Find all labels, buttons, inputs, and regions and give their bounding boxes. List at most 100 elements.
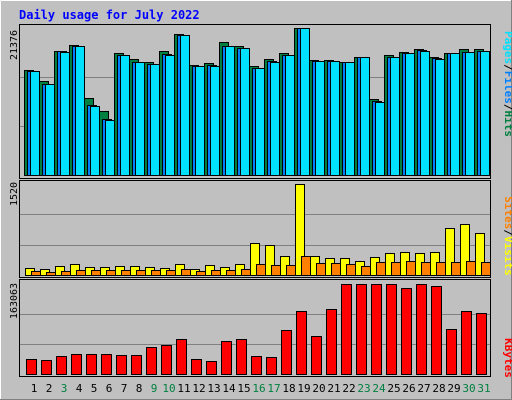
day-label-22: 22 <box>342 382 355 395</box>
hits-bar-pages-day-29 <box>450 53 460 176</box>
kbytes-bar-kbytes-day-24 <box>371 284 382 375</box>
kbytes-bar-kbytes-day-17 <box>266 357 277 375</box>
day-label-4: 4 <box>76 382 83 395</box>
kbytes-bar-kbytes-day-11 <box>176 339 187 375</box>
kbytes-bar-kbytes-day-25 <box>386 284 397 375</box>
visits-bar-sites-day-16 <box>256 264 266 276</box>
kbytes-bar-kbytes-day-21 <box>326 309 337 375</box>
kbytes-bar-kbytes-day-19 <box>296 311 307 375</box>
hits-bar-pages-day-3 <box>60 52 70 176</box>
kbytes-bar-kbytes-day-6 <box>101 354 112 375</box>
legend-kbytes: KBytes <box>502 338 512 378</box>
visits-bar-sites-day-1 <box>31 271 41 276</box>
visits-bar-sites-day-5 <box>91 270 101 276</box>
hits-bar-pages-day-11 <box>180 35 190 176</box>
day-label-8: 8 <box>136 382 143 395</box>
kbytes-bar-kbytes-day-7 <box>116 355 127 375</box>
kbytes-bar-kbytes-day-2 <box>41 360 52 375</box>
visits-bar-sites-day-28 <box>436 262 446 276</box>
visits-bar-sites-day-4 <box>76 270 86 276</box>
kbytes-bar-kbytes-day-18 <box>281 330 292 375</box>
hits-bar-pages-day-27 <box>420 51 430 176</box>
visits-bar-visits-day-17 <box>265 245 275 276</box>
day-label-20: 20 <box>312 382 325 395</box>
visits-bar-sites-day-6 <box>106 270 116 276</box>
day-label-9: 9 <box>151 382 158 395</box>
day-label-10: 10 <box>162 382 175 395</box>
legend-pages: Pages <box>502 31 512 64</box>
day-label-18: 18 <box>282 382 295 395</box>
day-label-1: 1 <box>31 382 38 395</box>
legend-sep: / <box>502 64 512 71</box>
hits-bar-pages-day-4 <box>75 46 85 176</box>
chart-title: Daily usage for July 2022 <box>19 8 200 22</box>
visits-bar-sites-day-7 <box>121 270 131 276</box>
day-label-5: 5 <box>91 382 98 395</box>
visits-bar-sites-day-29 <box>451 262 461 276</box>
visits-bar-sites-day-25 <box>391 262 401 276</box>
day-label-6: 6 <box>106 382 113 395</box>
day-label-2: 2 <box>46 382 53 395</box>
hits-bar-pages-day-1 <box>30 71 40 176</box>
visits-bar-sites-day-20 <box>316 263 326 276</box>
day-label-13: 13 <box>207 382 220 395</box>
hits-bar-pages-day-5 <box>90 106 100 176</box>
visits-bar-sites-day-13 <box>211 270 221 276</box>
visits-panel-legend: Sites/Visits <box>502 196 512 276</box>
hits-bar-pages-day-15 <box>240 48 250 176</box>
legend-visits: Visits <box>502 236 512 276</box>
hits-bar-pages-day-23 <box>360 57 370 176</box>
visits-bar-sites-day-21 <box>331 263 341 276</box>
visits-bar-sites-day-22 <box>346 264 356 276</box>
day-label-29: 29 <box>447 382 460 395</box>
visits-bar-sites-day-18 <box>286 265 296 276</box>
visits-ymax-label: 1520 <box>9 182 20 206</box>
visits-bar-sites-day-2 <box>46 272 56 276</box>
hits-bar-pages-day-19 <box>300 28 310 176</box>
hits-bar-pages-day-13 <box>210 66 220 176</box>
visits-bar-sites-day-24 <box>376 262 386 276</box>
day-label-19: 19 <box>297 382 310 395</box>
legend-files: Files <box>502 71 512 104</box>
kbytes-bar-kbytes-day-31 <box>476 313 487 375</box>
day-label-24: 24 <box>372 382 386 395</box>
day-label-17: 17 <box>267 382 280 395</box>
day-label-14: 14 <box>222 382 236 395</box>
legend-hits: Hits <box>502 111 512 138</box>
x-axis-day-labels: 1 2 3 4 5 6 7 8 9 10 11 12 13 14 15 16 17 18 19 20 21 22 23 24 2… <box>31 382 491 395</box>
hits-bar-pages-day-2 <box>45 84 55 176</box>
hits-bar-pages-day-12 <box>195 66 205 176</box>
visits-bar-sites-day-15 <box>241 269 251 276</box>
bars-layer <box>24 28 491 375</box>
visits-bar-sites-day-12 <box>196 271 206 276</box>
kbytes-bar-kbytes-day-15 <box>236 339 247 375</box>
visits-bar-sites-day-8 <box>136 270 146 276</box>
visits-bar-sites-day-26 <box>406 261 416 276</box>
day-label-31: 31 <box>477 382 490 395</box>
kbytes-bar-kbytes-day-29 <box>446 329 457 375</box>
kbytes-bar-kbytes-day-27 <box>416 284 427 375</box>
kbytes-bar-kbytes-day-30 <box>461 311 472 375</box>
hits-bar-pages-day-8 <box>135 62 145 176</box>
hits-bar-pages-day-24 <box>375 102 385 176</box>
hits-bar-pages-day-14 <box>225 46 235 176</box>
day-label-7: 7 <box>121 382 128 395</box>
kbytes-bar-kbytes-day-8 <box>131 355 142 375</box>
visits-bar-sites-day-30 <box>466 261 476 276</box>
hits-bar-pages-day-9 <box>150 64 160 176</box>
kbytes-bar-kbytes-day-3 <box>56 356 67 375</box>
day-label-11: 11 <box>177 382 190 395</box>
visits-bar-sites-day-11 <box>181 269 191 276</box>
legend-sites: Sites <box>502 196 512 229</box>
hits-bar-pages-day-18 <box>285 55 295 176</box>
visits-bar-sites-day-14 <box>226 270 236 276</box>
hits-bar-pages-day-6 <box>105 120 115 176</box>
visits-bar-sites-day-19 <box>301 256 311 276</box>
hits-bar-pages-day-28 <box>435 59 445 176</box>
day-label-25: 25 <box>387 382 400 395</box>
hits-bar-pages-day-25 <box>390 57 400 176</box>
visits-bar-sites-day-10 <box>166 270 176 276</box>
hits-bar-pages-day-10 <box>165 55 175 176</box>
